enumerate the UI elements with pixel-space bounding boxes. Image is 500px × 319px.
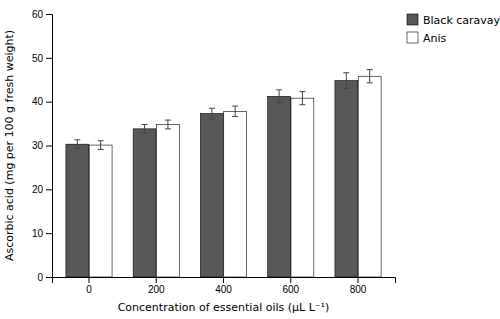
error-bar-line — [142, 124, 148, 133]
axis-line — [46, 15, 53, 278]
legend-swatch — [407, 14, 418, 25]
x-tick: 0 — [86, 277, 92, 295]
tick-label: 800 — [350, 284, 367, 295]
error-bar — [343, 73, 349, 89]
error-bar-line — [299, 92, 305, 105]
error-bar-line — [276, 90, 282, 103]
bar — [291, 98, 314, 277]
legend-item: Black caravay — [407, 14, 500, 27]
x-tick: 800 — [350, 277, 367, 295]
error-bar — [98, 141, 104, 150]
tick-label: 40 — [32, 96, 44, 107]
y-tick: 0 — [37, 272, 52, 283]
tick-label: 600 — [282, 284, 299, 295]
tick-mark — [358, 277, 359, 283]
legend-label: Anis — [423, 32, 447, 45]
axis-line — [53, 278, 396, 284]
tick-label: 60 — [32, 9, 44, 20]
tick-mark — [46, 277, 52, 278]
tick-mark — [46, 146, 52, 147]
marks — [66, 70, 381, 277]
legend: Black caravay Anis — [407, 14, 500, 45]
tick-label: 50 — [32, 53, 44, 64]
bar — [89, 145, 112, 277]
tick-label: 400 — [215, 284, 232, 295]
error-bar — [209, 108, 215, 119]
tick-mark — [46, 189, 52, 190]
tick-mark — [156, 277, 157, 283]
series — [66, 73, 358, 277]
error-bar — [142, 124, 148, 133]
error-bar-line — [165, 120, 171, 129]
bar — [224, 111, 247, 277]
bar — [268, 96, 291, 277]
bar — [358, 76, 381, 277]
error-bar-line — [367, 70, 373, 83]
tick-mark — [46, 102, 52, 103]
bar — [200, 114, 223, 277]
tick-mark — [290, 277, 291, 283]
plot: 0 200 400 600 800 0 10 20 30 40 50 60 — [32, 9, 396, 295]
error-bar-line — [209, 108, 215, 119]
x-tick: 600 — [282, 277, 299, 295]
error-bar — [165, 120, 171, 129]
y-axis: 0 10 20 30 40 50 60 — [32, 9, 53, 283]
x-axis: 0 200 400 600 800 — [53, 277, 396, 295]
error-bar — [232, 106, 238, 117]
error-bar — [299, 92, 305, 105]
tick-label: 0 — [37, 272, 43, 283]
bar — [156, 124, 179, 277]
y-axis-title: Ascorbic acid (mg per 100 g fresh weight… — [3, 30, 16, 261]
error-bar-line — [343, 73, 349, 89]
error-bar — [276, 90, 282, 103]
error-bar — [367, 70, 373, 83]
y-tick: 60 — [32, 9, 52, 20]
tick-label: 200 — [148, 284, 165, 295]
legend-item: Anis — [407, 32, 447, 45]
tick-mark — [46, 58, 52, 59]
series — [89, 70, 381, 277]
tick-mark — [46, 14, 52, 15]
y-tick: 10 — [32, 228, 52, 239]
y-tick: 40 — [32, 96, 52, 107]
bar — [133, 129, 156, 277]
bar — [335, 81, 358, 277]
y-tick: 20 — [32, 184, 52, 195]
tick-mark — [46, 233, 52, 234]
error-bar-line — [232, 106, 238, 117]
tick-label: 0 — [86, 284, 92, 295]
tick-mark — [88, 277, 89, 283]
error-bar — [74, 140, 80, 149]
x-tick: 200 — [148, 277, 165, 295]
y-tick: 50 — [32, 53, 52, 64]
tick-label: 30 — [32, 140, 44, 151]
tick-label: 20 — [32, 184, 44, 195]
error-bar-line — [98, 141, 104, 150]
x-tick: 400 — [215, 277, 232, 295]
error-bar-line — [74, 140, 80, 149]
legend-swatch — [407, 32, 418, 43]
tick-label: 10 — [32, 228, 44, 239]
tick-mark — [223, 277, 224, 283]
chart: 0 200 400 600 800 0 10 20 30 40 50 60 Concentration … — [0, 0, 500, 319]
y-tick: 30 — [32, 140, 52, 151]
x-axis-title: Concentration of essential oils (μL L⁻¹) — [118, 301, 330, 314]
legend-label: Black caravay — [423, 14, 500, 27]
bar — [66, 144, 89, 277]
